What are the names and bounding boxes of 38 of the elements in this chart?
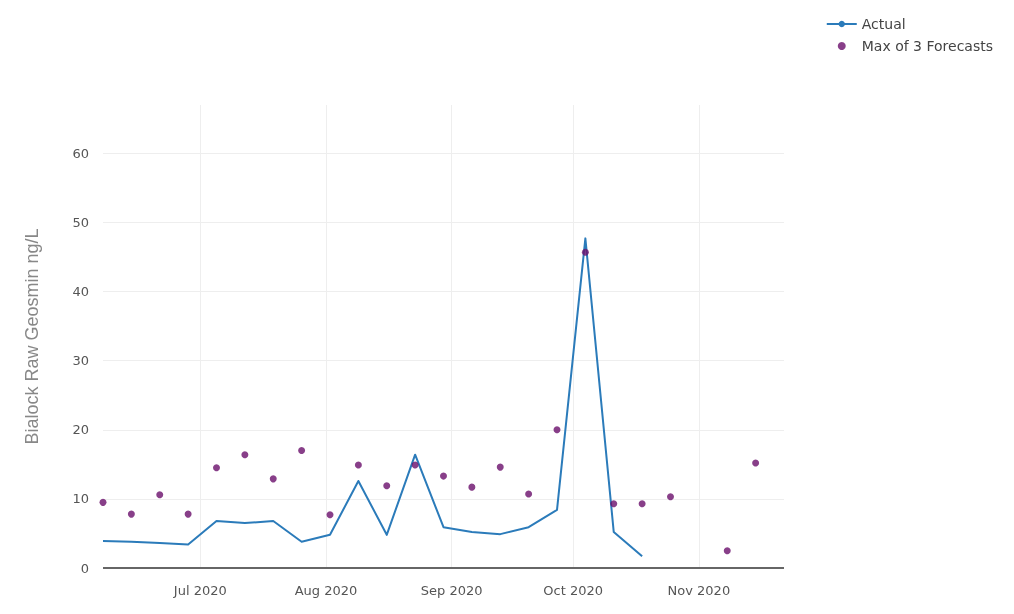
point [184, 510, 192, 518]
point [723, 547, 731, 555]
point [213, 464, 220, 472]
x-tick-label: Sep 2020 [420, 583, 483, 598]
y-axis-title: Bialock Raw Geosmin ng/L [22, 228, 42, 445]
y-tick-label: 40 [72, 284, 89, 300]
x-tick-label: Jul 2020 [172, 583, 227, 598]
line-series [102, 237, 644, 558]
y-tick-label: 0 [80, 560, 89, 576]
point [354, 461, 362, 469]
point [553, 426, 561, 434]
y-tick-label: 20 [72, 422, 89, 438]
legend-label: Max of 3 Forecasts [861, 38, 993, 54]
y-tick-label: 10 [72, 491, 89, 507]
point [269, 475, 277, 483]
x-tick-label: Oct 2020 [543, 583, 604, 598]
point [383, 482, 391, 490]
point [156, 491, 164, 499]
point [99, 498, 107, 506]
point [468, 483, 476, 491]
point [525, 490, 533, 498]
point [667, 493, 674, 501]
legend-label: Actual [861, 16, 906, 32]
point [581, 248, 589, 256]
y-tick-label: 30 [72, 353, 89, 369]
point [127, 510, 135, 518]
point [496, 463, 504, 471]
point [440, 472, 447, 480]
point [298, 447, 306, 455]
point [752, 459, 760, 467]
point [326, 511, 334, 519]
point [638, 500, 646, 508]
y-tick-label: 50 [72, 214, 89, 230]
point [241, 451, 249, 459]
y-tick-label: 60 [72, 145, 89, 161]
x-tick-label: Nov 2020 [667, 583, 731, 598]
point [610, 500, 618, 508]
x-tick-label: Aug 2020 [294, 583, 358, 598]
